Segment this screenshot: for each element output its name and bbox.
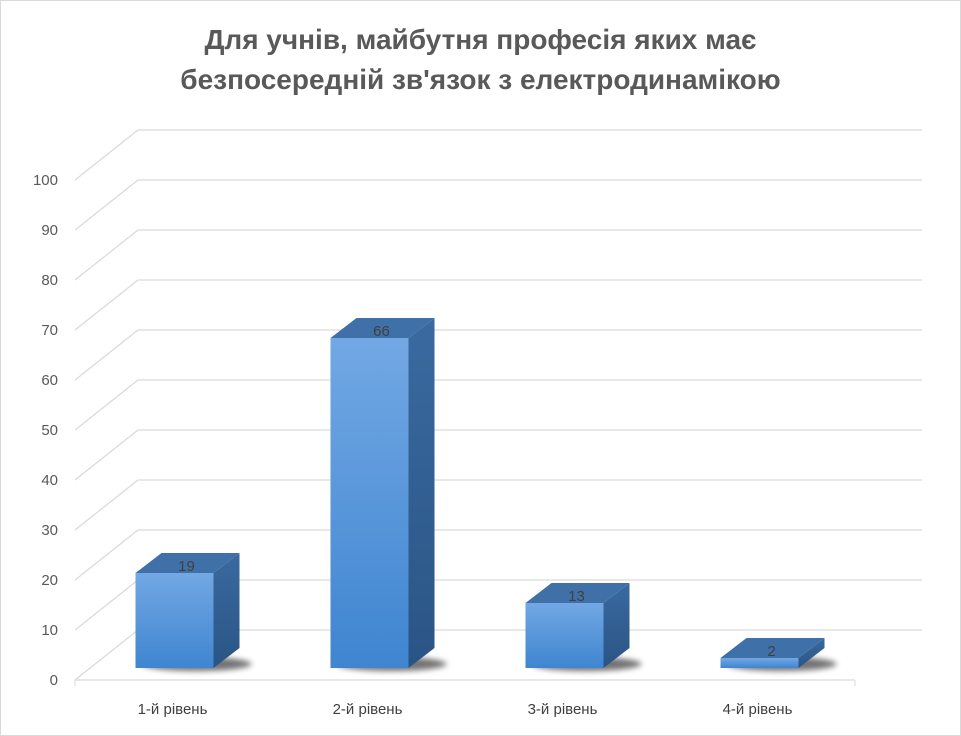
bars [135,318,837,671]
data-label: 2 [767,643,775,660]
gridline-side [74,479,139,531]
x-tick-label: 4-й рівень [723,701,793,718]
chart-title: Для учнів, майбутня професія яких має бе… [0,20,961,100]
gridline-side [74,379,139,431]
bar-top [525,583,630,603]
chart-title-line-1: Для учнів, майбутня професія яких має [204,24,757,55]
gridline-side [74,179,139,231]
bar-front [720,658,799,668]
chart-title-line-2: безпосередній зв'язок з електродинамікою [180,64,781,95]
bar-front [525,603,604,668]
bar-side [603,583,630,668]
gridline-side [74,579,139,631]
y-tick-label: 100 [33,172,58,189]
y-tick-label: 20 [41,572,58,589]
data-label: 66 [373,323,390,340]
bar-top [330,318,435,338]
bar-front [330,338,409,668]
y-tick-label: 60 [41,372,58,389]
axes [74,679,856,686]
labels: 0 10 20 30 40 50 60 70 80 90 100 19 1-й рівень 66 2-й … [33,172,793,718]
gridline-side [74,429,139,481]
y-tick-label: 0 [50,672,58,689]
x-tick-label: 2-й рівень [333,701,403,718]
bar-front [135,573,214,668]
y-tick-label: 90 [41,222,58,239]
y-tick-label: 80 [41,272,58,289]
gridline-side [74,529,139,581]
gridline-side [74,629,139,681]
bar-side [408,318,435,668]
gridline-side [74,229,139,281]
x-tick-label: 1-й рівень [138,701,208,718]
y-tick-label: 50 [41,422,58,439]
y-tick-label: 10 [41,622,58,639]
y-tick-label: 30 [41,522,58,539]
bar-top [720,638,825,658]
gridline-side [74,329,139,381]
data-label: 13 [568,588,585,605]
data-label: 19 [178,558,195,575]
bar-top [135,553,240,573]
y-tick-label: 40 [41,472,58,489]
bar-side [213,553,240,668]
gridline-side [74,279,139,331]
x-tick-label: 3-й рівень [528,701,598,718]
gridline-side [74,129,139,181]
gridlines [74,129,922,681]
bar-side [798,638,825,668]
y-tick-label: 70 [41,322,58,339]
